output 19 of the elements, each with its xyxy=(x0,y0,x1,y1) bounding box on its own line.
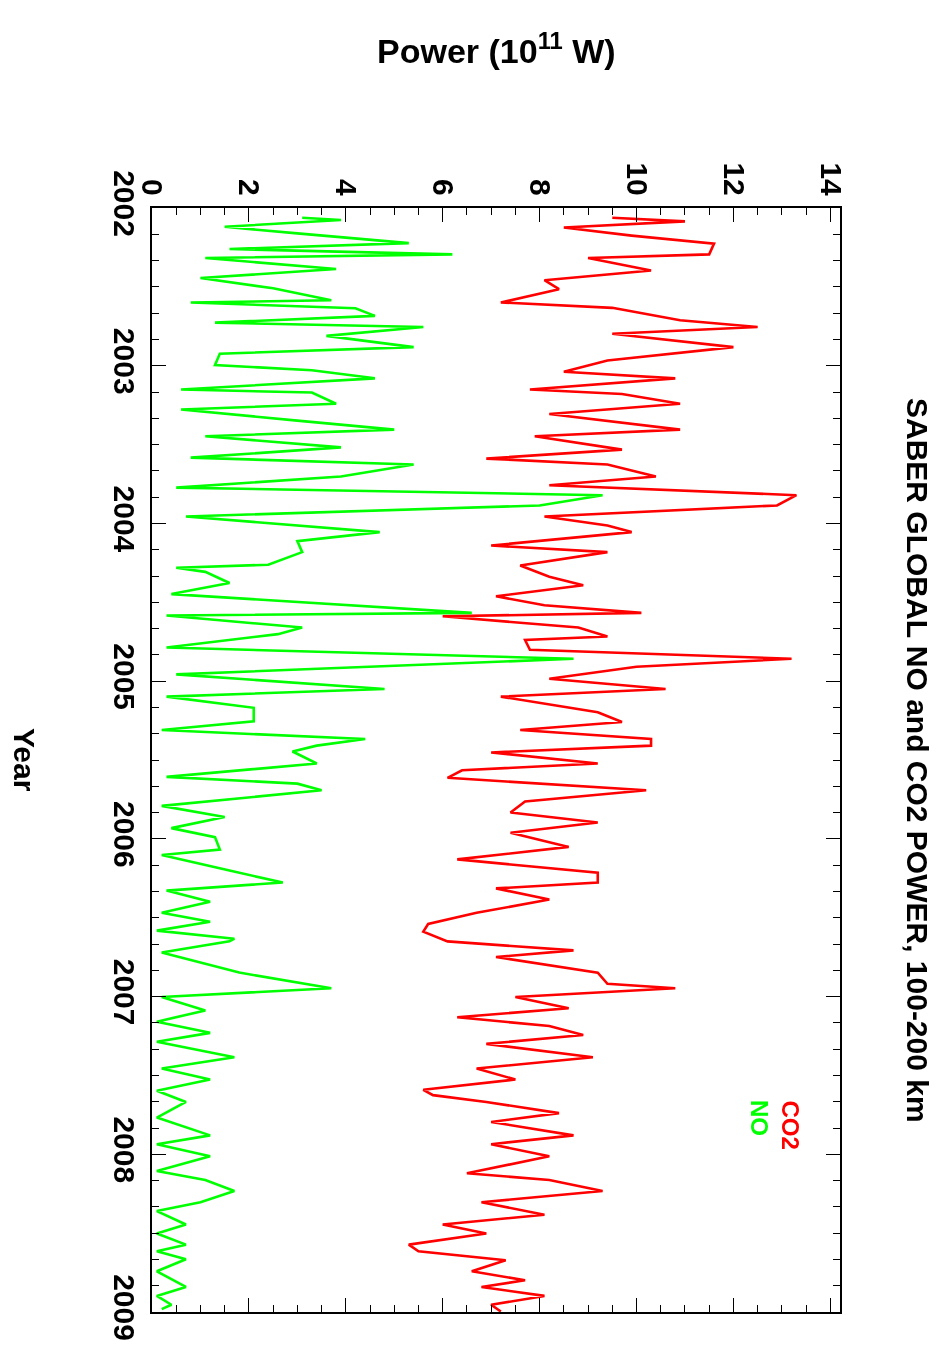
x-tick-label: 8 xyxy=(523,179,557,196)
y-tick-label: 2008 xyxy=(108,1116,142,1184)
text: NO xyxy=(746,1100,773,1136)
y-tick-label: 2004 xyxy=(108,485,142,553)
y-tick-label: 2003 xyxy=(108,327,142,395)
x-tick-label: 4 xyxy=(330,179,364,197)
y-tick-label: 2006 xyxy=(108,800,142,868)
x-tick-label: 14 xyxy=(814,162,848,197)
x-axis-title: Power (10$^{11}$ W) xyxy=(377,27,616,71)
y-tick-label: 2005 xyxy=(108,643,142,711)
text: CO2 xyxy=(776,1100,804,1150)
y-tick-label: 2009 xyxy=(108,1274,142,1341)
x-tick-label: 2 xyxy=(233,179,267,196)
y-axis-title: Year xyxy=(8,728,41,792)
x-tick-label: 12 xyxy=(717,162,751,196)
x-tick-label: 10 xyxy=(620,162,654,196)
x-tick-label: 6 xyxy=(426,179,460,196)
text: SABER GLOBAL NO and CO2 POWER, 100-200 km xyxy=(901,398,934,1123)
y-tick-label: 2007 xyxy=(108,958,142,1026)
